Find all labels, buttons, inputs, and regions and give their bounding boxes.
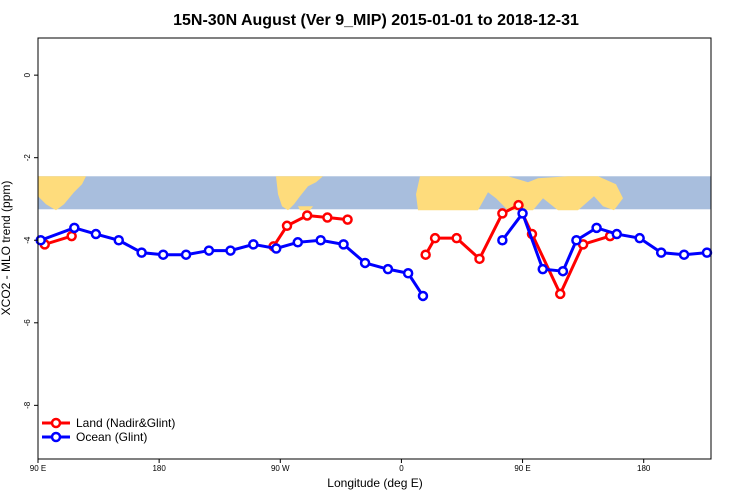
data-point bbox=[315, 234, 326, 246]
chart-title: 15N-30N August (Ver 9_MIP) 2015-01-01 to… bbox=[173, 12, 579, 29]
legend-item-ocean: Ocean (Glint) bbox=[42, 430, 147, 444]
data-point bbox=[591, 222, 602, 234]
y-axis-label: XCO2 - MLO trend (ppm) bbox=[0, 181, 13, 316]
data-point bbox=[611, 228, 623, 240]
map-land-1 bbox=[38, 176, 86, 211]
x-axis: 90 E 180 90 W 0 90 E 180 bbox=[30, 459, 651, 473]
data-point bbox=[513, 199, 524, 211]
x-tick-label: 180 bbox=[637, 464, 651, 473]
legend-label-land: Land (Nadir&Glint) bbox=[76, 416, 175, 430]
data-point bbox=[402, 268, 414, 279]
data-point bbox=[429, 232, 441, 244]
map-land-4 bbox=[416, 176, 623, 211]
data-point bbox=[180, 249, 192, 260]
data-point bbox=[701, 247, 713, 258]
data-point bbox=[571, 234, 582, 246]
data-point bbox=[270, 243, 282, 254]
data-point bbox=[554, 288, 566, 300]
x-tick-label: 0 bbox=[399, 464, 404, 473]
map-land-2 bbox=[276, 176, 323, 211]
map-land-3 bbox=[298, 206, 313, 211]
y-tick-label: -4 bbox=[23, 236, 32, 244]
data-point bbox=[359, 257, 371, 269]
data-point bbox=[497, 208, 508, 219]
data-point bbox=[497, 234, 508, 246]
data-point bbox=[203, 245, 215, 256]
x-tick-label: 90 E bbox=[30, 464, 46, 473]
legend: Land (Nadir&Glint) Ocean (Glint) bbox=[42, 416, 175, 444]
legend-label-ocean: Ocean (Glint) bbox=[76, 430, 147, 444]
data-point bbox=[382, 263, 394, 275]
x-tick-label: 90 W bbox=[271, 464, 290, 473]
data-point bbox=[517, 208, 528, 219]
data-point bbox=[90, 228, 102, 240]
series-ocean bbox=[35, 208, 713, 302]
y-tick-label: 0 bbox=[23, 72, 32, 77]
data-point bbox=[420, 249, 431, 260]
series-layer bbox=[35, 199, 713, 302]
data-point bbox=[474, 253, 485, 265]
data-point bbox=[451, 232, 462, 244]
data-point bbox=[281, 220, 293, 232]
data-point bbox=[66, 230, 77, 242]
y-tick-label: -6 bbox=[23, 319, 32, 327]
series-land bbox=[39, 199, 616, 300]
plot-frame bbox=[37, 37, 712, 460]
data-point bbox=[417, 290, 429, 302]
data-point bbox=[342, 214, 353, 225]
data-point bbox=[292, 237, 304, 248]
series-line bbox=[424, 203, 611, 298]
world-map-band bbox=[38, 176, 711, 211]
data-point bbox=[678, 249, 690, 260]
data-point bbox=[557, 265, 569, 277]
data-point bbox=[113, 234, 125, 246]
data-point bbox=[537, 263, 548, 275]
legend-marker-ocean bbox=[50, 431, 62, 443]
y-tick-label: -2 bbox=[23, 154, 32, 162]
series-line bbox=[501, 210, 708, 273]
data-point bbox=[225, 245, 236, 256]
data-point bbox=[634, 232, 645, 244]
data-point bbox=[69, 222, 80, 234]
legend-item-land: Land (Nadir&Glint) bbox=[42, 416, 175, 430]
data-point bbox=[248, 239, 259, 250]
x-tick-label: 90 E bbox=[514, 464, 530, 473]
data-point bbox=[655, 247, 667, 258]
data-point bbox=[322, 212, 333, 223]
data-point bbox=[136, 247, 147, 258]
data-point bbox=[157, 249, 169, 260]
x-tick-label: 180 bbox=[152, 464, 166, 473]
legend-marker-land bbox=[50, 417, 62, 429]
y-tick-label: -8 bbox=[23, 401, 32, 409]
y-axis: 0 -2 -4 -6 -8 bbox=[23, 72, 38, 409]
map-land-5 bbox=[493, 178, 500, 187]
x-axis-label: Longitude (deg E) bbox=[327, 476, 422, 490]
data-point bbox=[301, 210, 313, 221]
data-point bbox=[338, 239, 349, 250]
